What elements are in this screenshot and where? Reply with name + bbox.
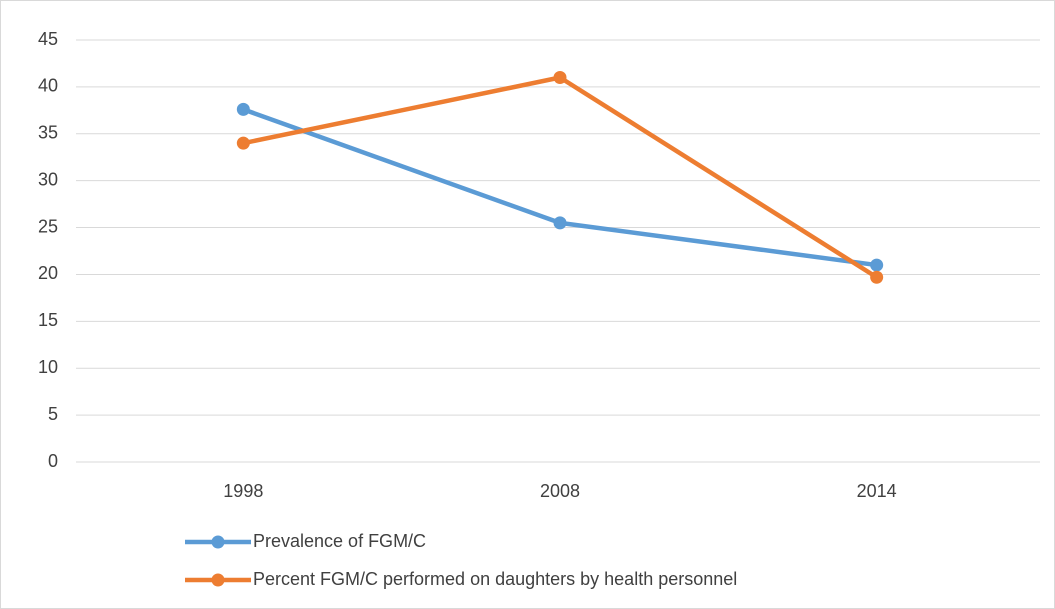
y-tick-label: 45 [38,29,58,49]
x-tick-label: 1998 [223,481,263,501]
legend-marker [211,535,225,549]
data-point [236,136,250,150]
data-point [553,216,567,230]
data-point [236,102,250,116]
legend-marker [211,573,225,587]
data-point [553,71,567,85]
y-tick-label: 20 [38,263,58,283]
x-tick-label: 2008 [540,481,580,501]
y-tick-label: 35 [38,123,58,143]
y-tick-label: 0 [48,451,58,471]
y-tick-label: 15 [38,310,58,330]
y-tick-label: 40 [38,76,58,96]
y-tick-label: 5 [48,404,58,424]
data-point [870,258,884,272]
y-tick-label: 10 [38,357,58,377]
data-point [870,270,884,284]
legend-label: Percent FGM/C performed on daughters by … [253,569,737,589]
y-tick-label: 25 [38,216,58,236]
x-tick-label: 2014 [857,481,897,501]
y-tick-label: 30 [38,169,58,189]
legend-label: Prevalence of FGM/C [253,531,426,551]
